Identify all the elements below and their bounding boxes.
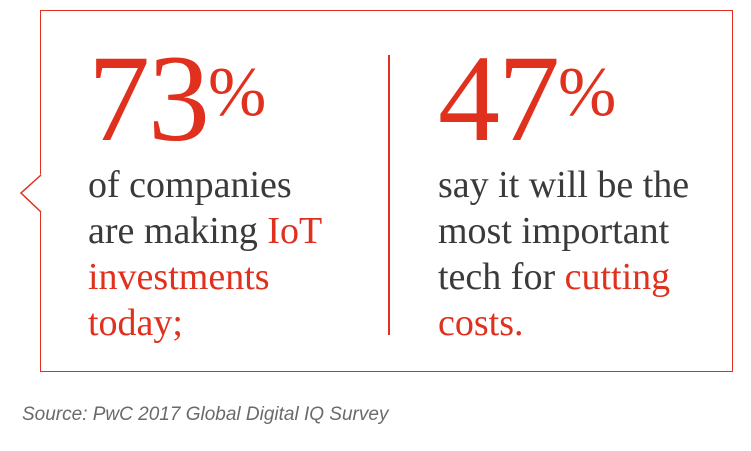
highlighted-text: costs. [438,302,524,344]
stat-description: of companies are making IoT investments tod… [88,162,322,346]
text-segment: most important [438,210,670,252]
stat-description: say it will be the most important tech for… [438,162,689,346]
stat-cost-cutting: 47% say it will be the most important tech… [438,37,689,346]
stat-number: 73% [88,37,322,161]
description-line: of companies [88,162,322,208]
stat-unit: % [558,54,617,131]
text-segment: say it will be the [438,164,690,206]
description-line: costs. [438,300,689,346]
column-divider [388,55,390,335]
text-segment: are making [88,210,268,252]
stat-companies-investing: 73% of companies are making IoT investment… [88,37,322,346]
text-segment: tech for [438,256,565,298]
description-line: say it will be the [438,162,689,208]
highlighted-text: investments [88,256,270,298]
description-line: investments [88,254,322,300]
source-caption: Source: PwC 2017 Global Digital IQ Surve… [22,404,389,425]
description-line: today; [88,300,322,346]
stat-value: 47 [438,30,560,167]
highlighted-text: today; [88,302,183,344]
text-segment: of companies [88,164,292,206]
stat-unit: % [208,54,267,131]
description-line: are making IoT [88,208,322,254]
highlighted-text: cutting [564,256,671,298]
highlighted-text: IoT [267,210,323,252]
description-line: tech for cutting [438,254,689,300]
callout-pointer [20,174,42,213]
stat-value: 73 [88,30,210,167]
stat-number: 47% [438,37,689,161]
description-line: most important [438,208,689,254]
